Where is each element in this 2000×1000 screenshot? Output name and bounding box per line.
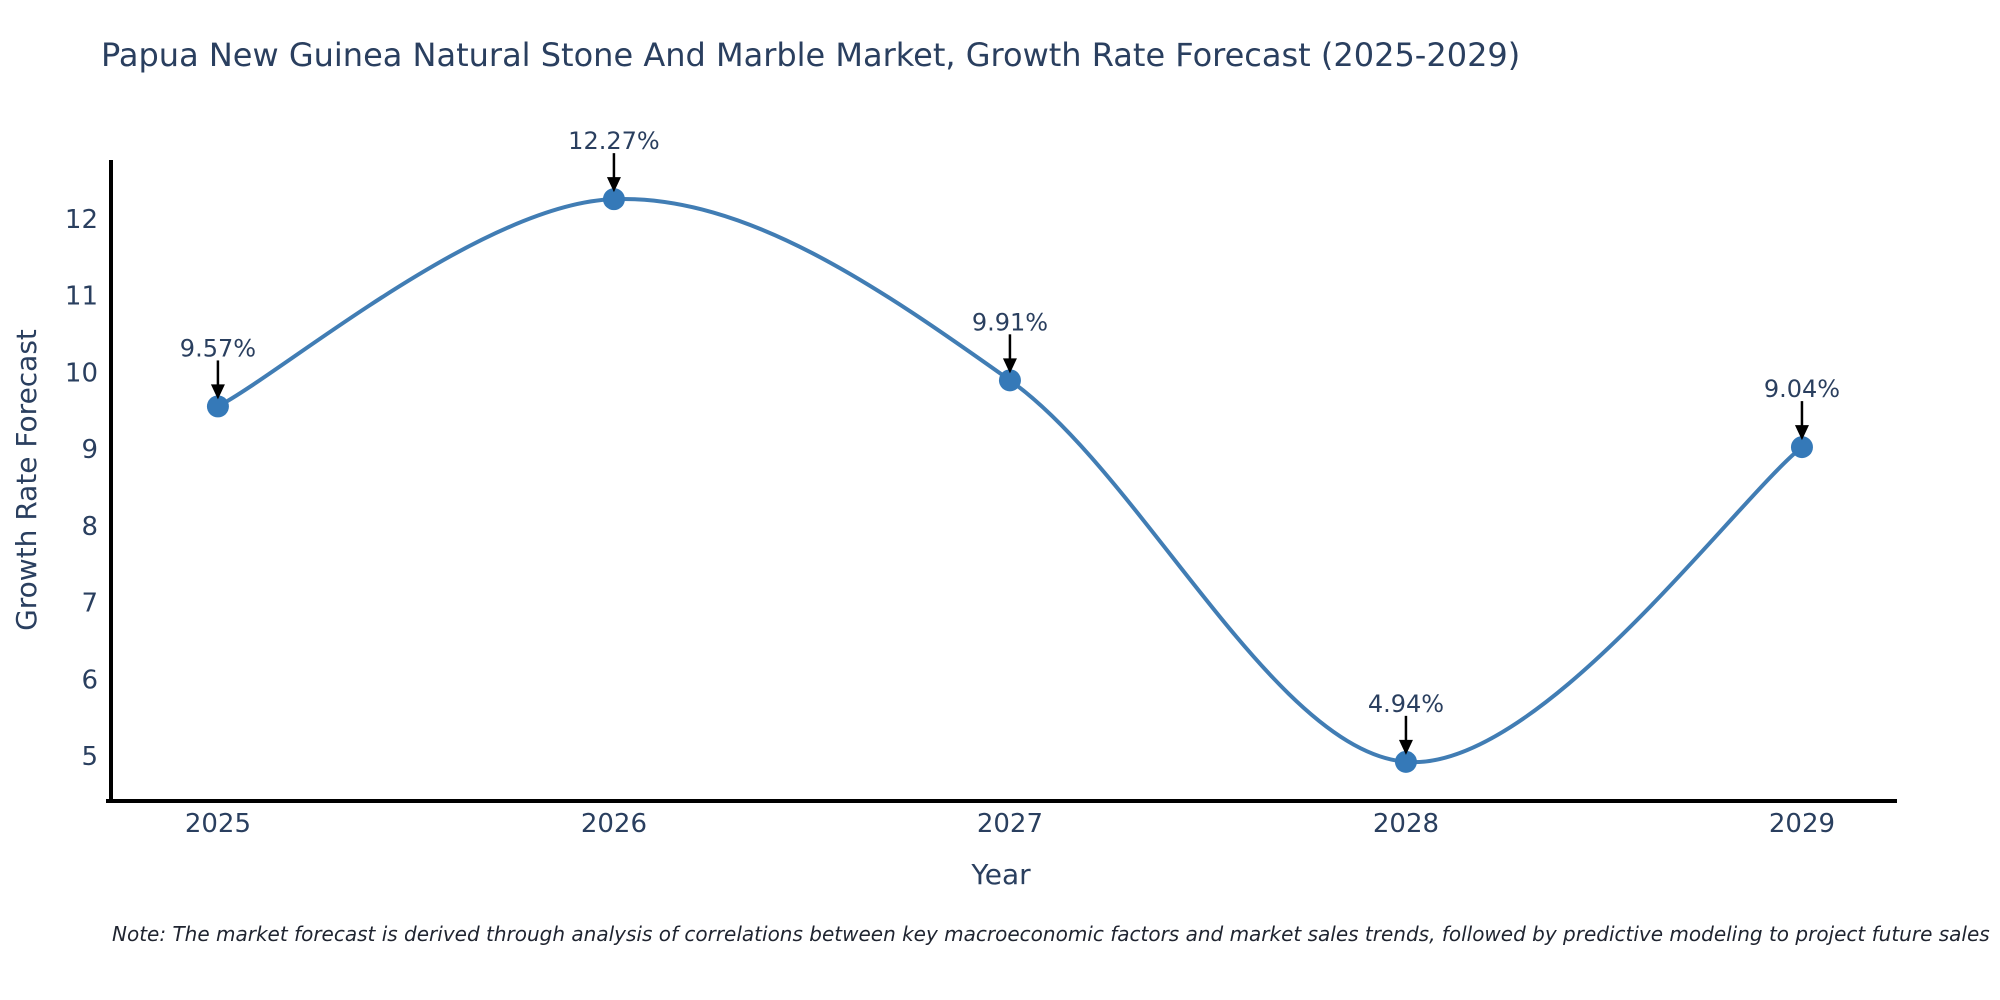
annotation-arrowhead	[210, 384, 225, 400]
chart-title: Papua New Guinea Natural Stone And Marbl…	[101, 36, 1520, 74]
data-point-marker	[998, 369, 1021, 392]
x-tick-label: 2029	[1769, 809, 1835, 839]
data-point-marker	[1394, 750, 1417, 773]
annotation-label: 9.04%	[1764, 375, 1840, 403]
annotation-label: 9.91%	[972, 308, 1048, 336]
data-point-marker	[1790, 436, 1813, 459]
y-tick-label: 7	[81, 589, 98, 619]
y-tick-label: 8	[81, 512, 98, 542]
annotation-arrowhead	[1794, 425, 1809, 441]
y-tick-label: 11	[65, 282, 98, 312]
x-axis-title: Year	[970, 858, 1031, 891]
x-tick-label: 2028	[1373, 809, 1439, 839]
annotation-label: 9.57%	[180, 334, 256, 362]
plot-area: 5 6 7 8 9 10 11 12 2025 2026 2027 2028 2029 9.57% 12.2…	[65, 127, 1840, 839]
footnote: Note: The market forecast is derived thr…	[112, 922, 1990, 946]
y-tick-label: 12	[65, 205, 98, 235]
annotation-arrowhead	[606, 177, 621, 193]
data-point-marker	[206, 395, 229, 418]
annotation-label: 4.94%	[1368, 690, 1444, 718]
annotation-label: 12.27%	[568, 127, 660, 155]
annotation-arrowhead	[1002, 358, 1017, 374]
y-tick-label: 5	[81, 742, 98, 772]
x-tick-label: 2026	[581, 809, 647, 839]
annotation-arrowhead	[1398, 739, 1413, 755]
data-point-marker	[602, 188, 625, 211]
x-tick-label: 2027	[977, 809, 1043, 839]
y-tick-label: 9	[81, 435, 98, 465]
x-tick-label: 2025	[185, 809, 251, 839]
y-tick-label: 10	[65, 358, 98, 388]
y-axis-title: Growth Rate Forecast	[10, 329, 43, 631]
y-tick-label: 6	[81, 665, 98, 695]
growth-rate-spline-line	[215, 197, 1804, 764]
